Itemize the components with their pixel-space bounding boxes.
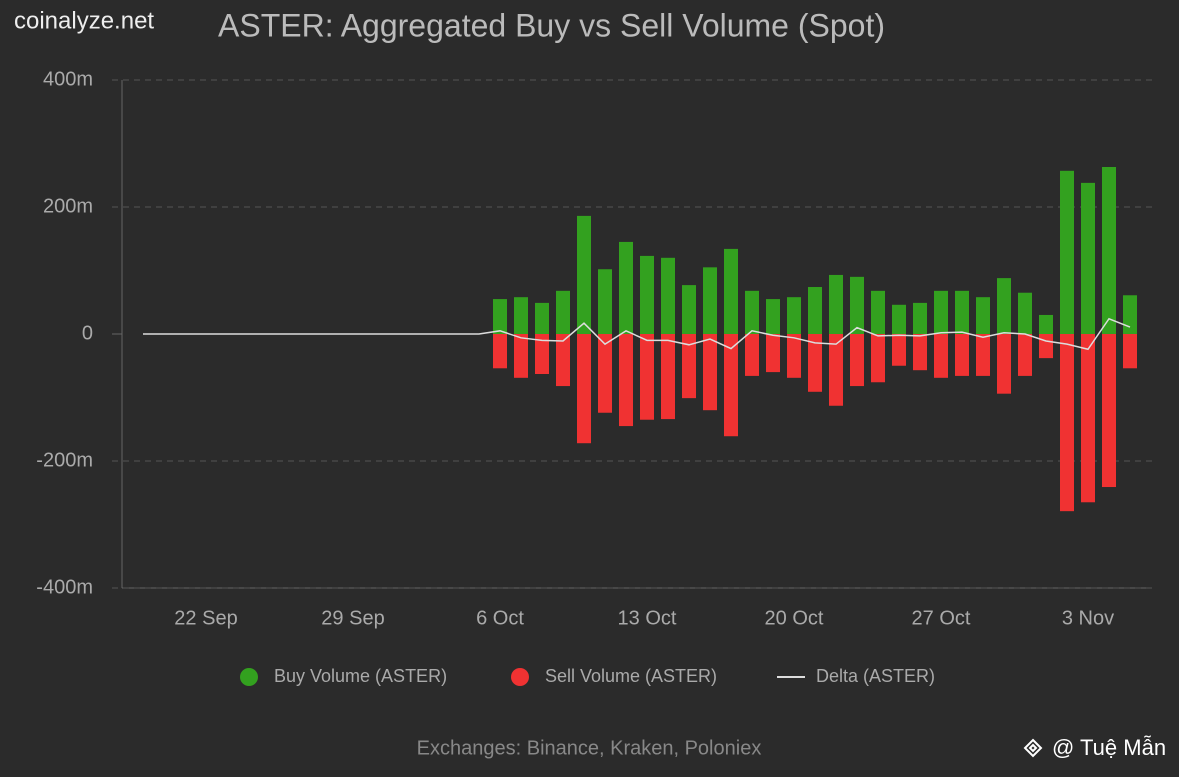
bar xyxy=(1039,314,1053,334)
bar xyxy=(577,215,591,334)
bar xyxy=(934,290,948,334)
bar xyxy=(661,334,675,420)
watermark: @ Tuệ Mẫn xyxy=(1052,735,1166,760)
bar xyxy=(1039,334,1053,359)
bar xyxy=(934,334,948,378)
bar xyxy=(766,299,780,334)
bar xyxy=(1018,292,1032,334)
bar xyxy=(997,278,1011,334)
legend-label: Buy Volume (ASTER) xyxy=(274,666,447,686)
bar xyxy=(598,334,612,413)
bar xyxy=(640,255,654,334)
bar xyxy=(1081,182,1095,334)
y-tick-label: 400m xyxy=(43,68,93,90)
bar xyxy=(850,276,864,334)
bar xyxy=(682,334,696,399)
footnote: Exchanges: Binance, Kraken, Poloniex xyxy=(417,737,762,759)
bar xyxy=(745,290,759,334)
bar xyxy=(808,334,822,392)
brand: coinalyze.net xyxy=(14,7,154,34)
bar xyxy=(871,290,885,334)
x-tick-label: 20 Oct xyxy=(765,607,824,629)
watermark-icon xyxy=(1023,738,1043,758)
bar xyxy=(619,334,633,427)
x-tick-label: 6 Oct xyxy=(476,607,524,629)
bar xyxy=(913,334,927,371)
bar xyxy=(724,248,738,334)
bar xyxy=(493,334,507,369)
bar xyxy=(535,334,549,375)
bar xyxy=(1060,170,1074,334)
x-tick-label: 3 Nov xyxy=(1062,607,1114,629)
legend-label: Delta (ASTER) xyxy=(816,666,935,686)
bar xyxy=(976,334,990,376)
bar xyxy=(619,241,633,334)
bar xyxy=(640,334,654,420)
bar xyxy=(892,304,906,334)
bar xyxy=(829,274,843,334)
bar xyxy=(892,334,906,366)
bar xyxy=(493,299,507,334)
x-tick-label: 27 Oct xyxy=(912,607,971,629)
bar xyxy=(913,302,927,334)
x-tick-label: 13 Oct xyxy=(618,607,677,629)
y-tick-label: -400m xyxy=(36,576,93,598)
bar xyxy=(1123,334,1137,369)
bar xyxy=(1018,334,1032,376)
legend-marker xyxy=(511,668,529,686)
bar xyxy=(556,290,570,334)
bar xyxy=(871,334,885,383)
bar xyxy=(850,334,864,387)
bar xyxy=(1060,334,1074,512)
bar xyxy=(766,334,780,373)
x-tick-label: 29 Sep xyxy=(321,607,384,629)
bar xyxy=(1081,334,1095,503)
bar xyxy=(598,269,612,334)
bar xyxy=(745,334,759,376)
bar xyxy=(703,334,717,411)
x-tick-label: 22 Sep xyxy=(174,607,237,629)
y-tick-label: 0 xyxy=(82,322,93,344)
bar xyxy=(556,334,570,387)
bar xyxy=(787,297,801,334)
bar xyxy=(829,334,843,406)
bar xyxy=(976,297,990,334)
bar xyxy=(997,334,1011,394)
bar xyxy=(724,334,738,437)
bar xyxy=(682,285,696,334)
bar xyxy=(955,290,969,334)
bar xyxy=(661,257,675,334)
bar xyxy=(1102,334,1116,488)
bar xyxy=(514,334,528,378)
bar xyxy=(703,267,717,334)
bar xyxy=(514,297,528,334)
bar xyxy=(1123,295,1137,334)
bar xyxy=(535,302,549,334)
line xyxy=(143,317,1131,351)
chart-title: ASTER: Aggregated Buy vs Sell Volume (Sp… xyxy=(218,7,885,43)
bar xyxy=(955,334,969,376)
bar xyxy=(1102,166,1116,334)
y-tick-label: -200m xyxy=(36,449,93,471)
bar xyxy=(787,334,801,378)
y-tick-label: 200m xyxy=(43,195,93,217)
legend-label: Sell Volume (ASTER) xyxy=(545,666,717,686)
legend-marker xyxy=(240,668,258,686)
bar xyxy=(577,334,591,444)
bar xyxy=(808,287,822,334)
